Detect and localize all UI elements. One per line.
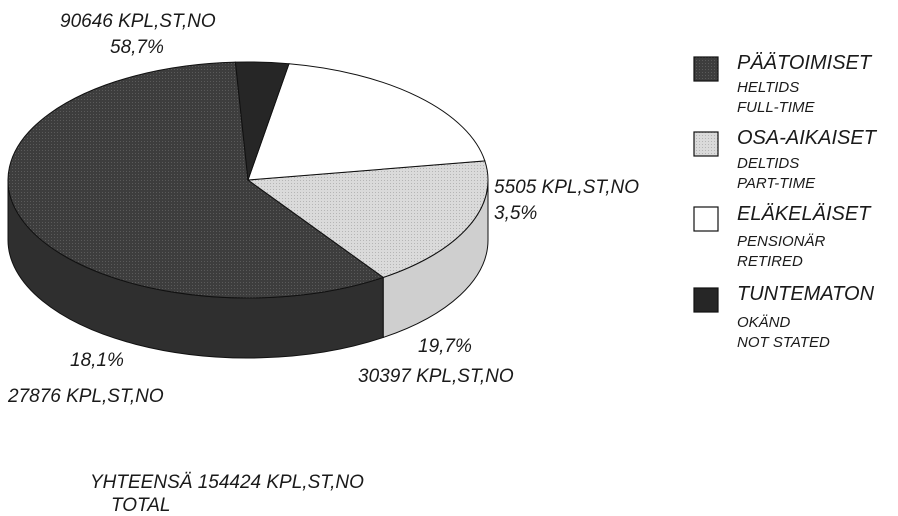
total-sub-label: TOTAL [111,495,170,516]
legend-sub2-parttime: PART-TIME [737,175,816,192]
pie-slices [7,61,489,359]
slice-label-retired-percent: 19,7% [418,336,472,357]
legend-label-fulltime: PÄÄTOIMISET [737,52,873,74]
pie-slice-retired [247,63,486,181]
legend-sub1-retired: PENSIONÄR [737,233,826,250]
slice-label-parttime-percent: 18,1% [70,350,124,371]
legend-swatch-retired [693,206,719,232]
legend: PÄÄTOIMISET HELTIDS FULL-TIME OSA-AIKAIS… [693,52,878,351]
legend-sub1-fulltime: HELTIDS [737,79,799,96]
legend-label-retired: ELÄKELÄISET [737,203,872,225]
legend-item-fulltime: PÄÄTOIMISET HELTIDS FULL-TIME [693,52,873,116]
legend-sub1-parttime: DELTIDS [737,155,799,172]
legend-sub2-notstated: NOT STATED [737,334,830,351]
pie-slice-parttime [246,160,489,279]
legend-item-parttime: OSA-AIKAISET DELTIDS PART-TIME [693,127,878,192]
slice-label-notstated-percent: 3,5% [494,203,537,224]
slice-label-parttime-value: 27876 KPL,ST,NO [7,386,164,407]
legend-swatch-fulltime [693,56,719,82]
legend-sub2-fulltime: FULL-TIME [737,99,816,116]
slice-label-fulltime-percent: 58,7% [110,37,164,58]
pie-slice-notstated [234,61,290,181]
legend-label-parttime: OSA-AIKAISET [737,127,878,149]
legend-item-notstated: TUNTEMATON OKÄND NOT STATED [693,283,875,351]
slice-label-fulltime-value: 90646 KPL,ST,NO [60,11,216,32]
legend-sub1-notstated: OKÄND [737,314,791,331]
legend-item-retired: ELÄKELÄISET PENSIONÄR RETIRED [693,203,872,270]
legend-label-notstated: TUNTEMATON [737,283,875,305]
legend-sub2-retired: RETIRED [737,253,803,270]
legend-swatch-parttime [693,131,719,157]
slice-label-retired-value: 30397 KPL,ST,NO [358,366,514,387]
slice-label-notstated-value: 5505 KPL,ST,NO [494,177,639,198]
total-label: YHTEENSÄ 154424 KPL,ST,NO [90,472,364,493]
legend-swatch-notstated [693,287,719,313]
pie-slice-fulltime [7,61,385,299]
